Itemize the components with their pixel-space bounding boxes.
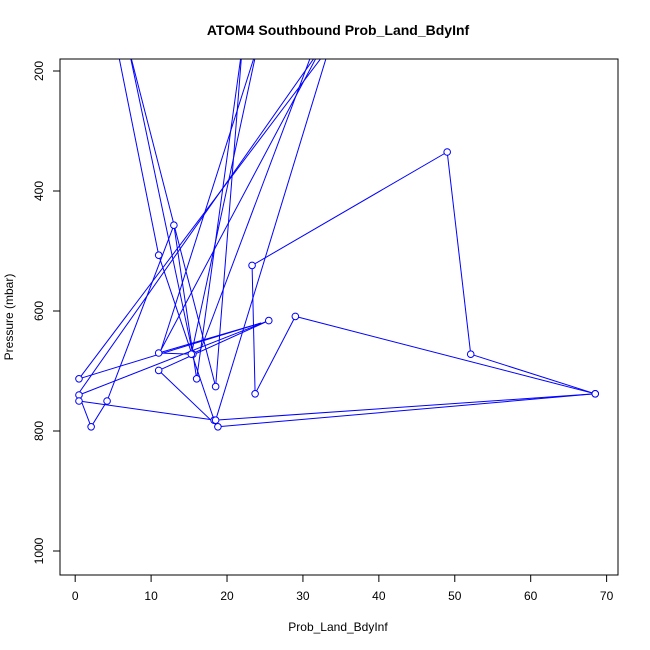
y-tick-label: 200 xyxy=(32,61,46,81)
series-line-segment xyxy=(158,370,219,428)
x-tick-label: 50 xyxy=(448,589,462,603)
data-point-marker xyxy=(291,312,300,321)
data-point-marker xyxy=(154,251,163,259)
series-line-segment xyxy=(215,59,327,421)
data-point-marker xyxy=(154,366,163,375)
series-line-segment xyxy=(160,59,255,351)
series-line-segment xyxy=(130,59,217,387)
series-line-segment xyxy=(196,59,242,379)
series-line-segment xyxy=(199,59,311,351)
y-tick-label: 800 xyxy=(32,421,46,441)
data-point-marker xyxy=(211,382,220,391)
data-point-marker xyxy=(75,397,83,405)
data-point-marker xyxy=(443,148,451,156)
series-line-segment xyxy=(90,400,108,428)
series-line-segment xyxy=(77,59,315,396)
data-point-marker xyxy=(154,349,163,357)
series-line-segment xyxy=(130,59,194,355)
series-line-segment xyxy=(215,59,242,387)
series-line-segment xyxy=(106,225,175,402)
series-line-segment xyxy=(254,316,296,395)
series-line-segment xyxy=(251,265,256,394)
data-point-marker xyxy=(466,350,475,359)
series-line-segment xyxy=(217,393,596,428)
series-line-segment xyxy=(446,151,472,355)
data-point-marker xyxy=(214,423,222,431)
data-series xyxy=(76,59,596,428)
x-tick-label: 20 xyxy=(220,589,234,603)
x-tick-label: 0 xyxy=(72,589,79,603)
data-point-marker xyxy=(591,390,600,398)
y-axis-label: Pressure (mbar) xyxy=(2,274,16,361)
x-tick-label: 30 xyxy=(296,589,310,603)
series-line-segment xyxy=(470,353,596,395)
data-point-marker xyxy=(248,261,256,270)
series-line-segment xyxy=(78,400,216,421)
series-line-segment xyxy=(158,255,215,421)
y-tick-label: 400 xyxy=(32,181,46,201)
series-line-segment xyxy=(214,393,596,421)
y-tick-label: 1000 xyxy=(32,537,46,564)
x-tick-label: 10 xyxy=(144,589,158,603)
data-point-marker xyxy=(251,390,259,398)
x-tick-label: 70 xyxy=(600,589,614,603)
x-tick-label: 60 xyxy=(524,589,538,603)
series-line-segment xyxy=(158,320,269,371)
series-line-segment xyxy=(78,322,262,380)
x-axis-label: Prob_Land_BdyInf xyxy=(288,620,388,634)
series-line-segment xyxy=(158,352,193,355)
x-tick-label: 40 xyxy=(372,589,386,603)
data-point-marker xyxy=(103,397,111,405)
plot-frame xyxy=(59,58,619,576)
series-line-segment xyxy=(190,59,256,355)
data-point-marker xyxy=(75,375,83,383)
y-tick-label: 600 xyxy=(32,301,46,321)
series-line-segment xyxy=(251,151,448,266)
axis-ticks: 0 10 20 30 40 50 60 70 200 400 600 800 1000 xyxy=(32,61,614,603)
series-line-segment xyxy=(295,315,596,395)
data-point-marker xyxy=(264,316,273,325)
data-point-marker xyxy=(87,423,95,431)
series-line-segment xyxy=(78,320,269,396)
data-point-marker xyxy=(211,416,220,425)
data-point-marker xyxy=(187,350,196,359)
data-point-marker xyxy=(192,375,201,383)
chart-title: ATOM4 Southbound Prob_Land_BdyInf xyxy=(207,22,470,38)
data-point-marker xyxy=(170,221,178,229)
series-line-segment xyxy=(118,59,160,256)
data-markers xyxy=(75,148,600,431)
